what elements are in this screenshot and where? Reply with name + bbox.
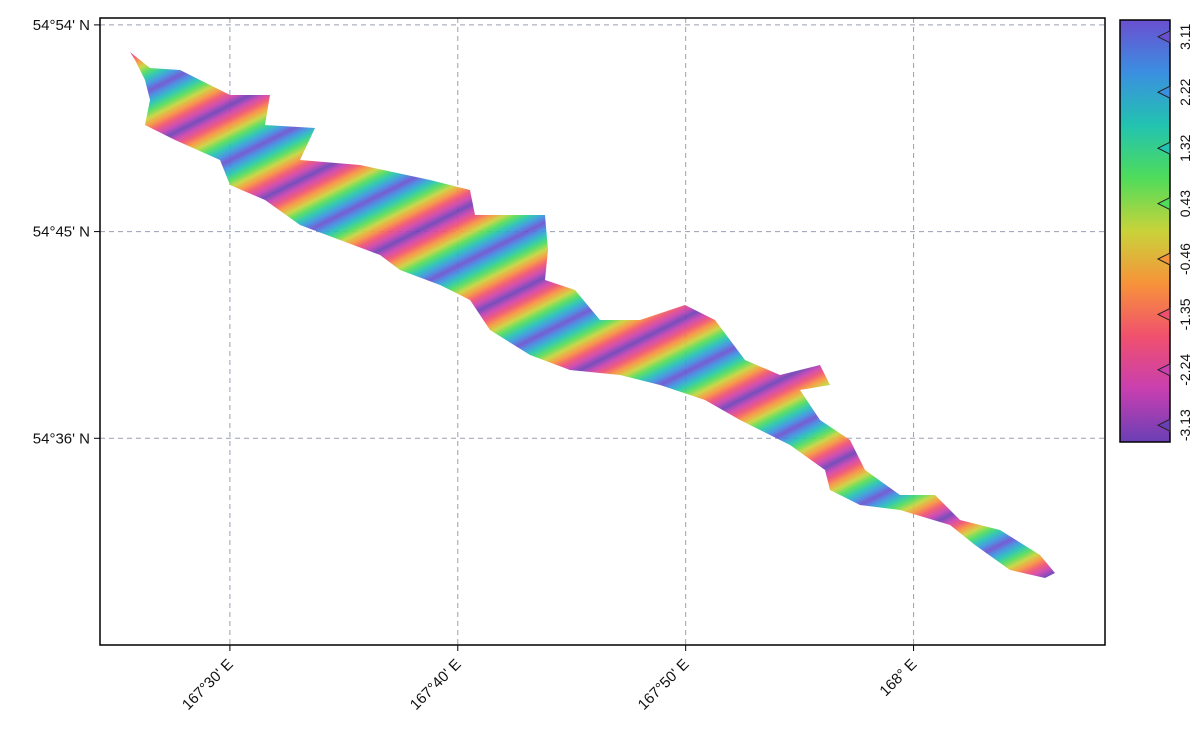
colorbar-tick-label: -0.46 — [1177, 243, 1193, 275]
lat-tick-label: 54°54' N — [33, 17, 90, 34]
colorbar — [1120, 20, 1170, 442]
lon-tick-label: 167°50' E — [635, 656, 693, 714]
colorbar-tick-label: -3.13 — [1177, 409, 1193, 441]
colorbar-tick-label: 2.22 — [1177, 78, 1193, 105]
lat-tick-label: 54°45' N — [33, 224, 90, 241]
map-figure: 167°30' E 167°40' E 167°50' E 168° E 54°54' … — [0, 0, 1203, 731]
lat-tick-label: 54°36' N — [33, 430, 90, 447]
lon-tick-label: 167°30' E — [179, 656, 237, 714]
lon-tick-label: 167°40' E — [407, 656, 465, 714]
colorbar-tick-label: 1.32 — [1177, 134, 1193, 161]
colorbar-tick-label: -1.35 — [1177, 298, 1193, 330]
lon-tick-label: 168° E — [876, 656, 920, 700]
colorbar-tick-label: 3.11 — [1177, 23, 1193, 49]
colorbar-tick-label: -2.24 — [1177, 354, 1193, 386]
colorbar-tick-label: 0.43 — [1177, 190, 1193, 217]
